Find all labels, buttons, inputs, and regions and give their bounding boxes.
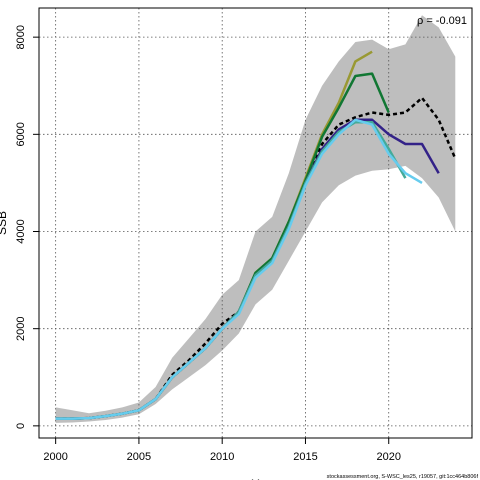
y-tick-label: 4000 [15, 219, 27, 243]
x-axis-title: Y [251, 477, 259, 480]
x-tick-label: 2000 [43, 451, 67, 463]
x-tick-label: 2020 [376, 451, 400, 463]
y-axis: 0 2000 4000 6000 8000 [15, 25, 39, 429]
plot-frame [38, 7, 473, 439]
x-axis: 2000 2005 2010 2015 2020 [43, 438, 401, 463]
confidence-band-layer [55, 15, 456, 423]
source-caption: stockassessment.org, S-WSC_les25, r19057… [327, 474, 479, 480]
y-tick-label: 6000 [15, 122, 27, 146]
confidence-band [55, 15, 456, 423]
y-tick-label: 8000 [15, 25, 27, 49]
series-line-6 [55, 118, 423, 420]
y-axis-title: SSB [0, 211, 9, 235]
y-tick-label: 2000 [15, 316, 27, 340]
y-tick-label: 0 [15, 423, 27, 429]
x-tick-label: 2005 [127, 451, 151, 463]
grid-layer [39, 8, 472, 438]
x-tick-label: 2015 [293, 451, 317, 463]
series-layer [55, 50, 457, 420]
rho-annotation: ρ = -0.091 [417, 15, 467, 27]
x-tick-label: 2010 [210, 451, 234, 463]
